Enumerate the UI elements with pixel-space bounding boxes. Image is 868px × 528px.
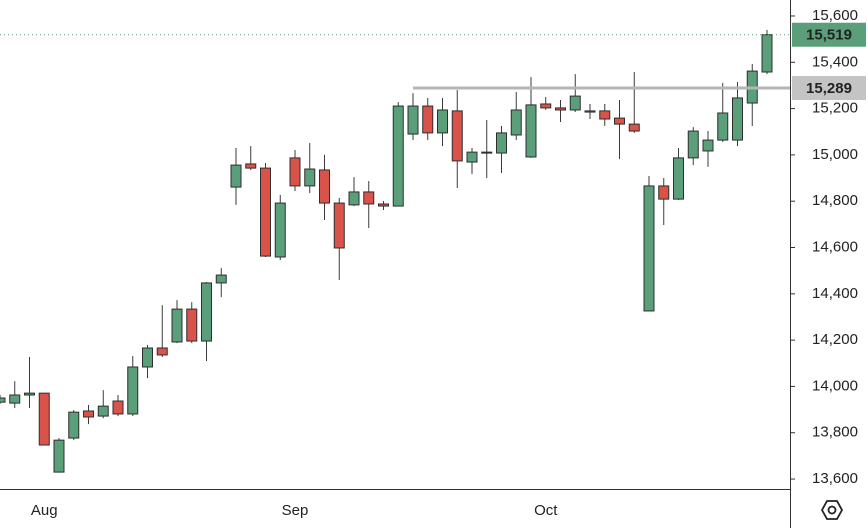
candle-body [274, 202, 286, 258]
candle-body [599, 110, 611, 120]
candle-body [451, 110, 463, 162]
candle-body [112, 400, 124, 415]
candle-body [53, 439, 65, 473]
candle-body [319, 169, 330, 204]
y-tick-label: 13,600 [812, 470, 858, 487]
candle-body [555, 107, 566, 111]
candle-body [230, 164, 242, 188]
y-tick-label: 14,200 [812, 331, 858, 348]
y-tick-label: 13,800 [812, 424, 858, 441]
candle-body [496, 132, 507, 154]
candle-body [24, 392, 35, 396]
candle-body [127, 366, 139, 415]
candle-body [392, 105, 404, 207]
candle-body [97, 405, 109, 417]
candle-body [245, 163, 257, 169]
candle-body [466, 151, 478, 163]
candle-body [481, 151, 493, 154]
y-tick-label: 15,400 [812, 53, 858, 70]
candle-body [407, 105, 419, 135]
candle-body [156, 347, 168, 356]
x-tick-label: Oct [534, 502, 558, 519]
candle-body [540, 103, 552, 109]
candle-body [260, 167, 271, 257]
candle-body [38, 392, 50, 446]
candle-body [142, 347, 153, 368]
candle-body [510, 109, 522, 136]
candle-body [304, 168, 316, 187]
y-tick-label: 15,200 [812, 100, 858, 117]
candle-body [569, 95, 581, 111]
candle-body [378, 203, 389, 207]
settings-circle [827, 505, 837, 515]
candle-body [201, 282, 212, 342]
candle-body [643, 185, 655, 312]
candle-body [673, 157, 684, 200]
candle-body [422, 105, 434, 134]
level-label: 15,289 [806, 80, 852, 97]
candle-body [333, 202, 345, 249]
candle-body [0, 397, 6, 403]
candle-body [68, 411, 80, 439]
candle-body [215, 274, 227, 284]
y-tick-label: 14,000 [812, 377, 858, 394]
candle-body [584, 110, 596, 113]
candle-body [363, 191, 375, 205]
candle-body [732, 97, 743, 141]
candle-body [761, 34, 773, 73]
y-tick-label: 15,600 [812, 7, 858, 24]
candle-body [186, 308, 198, 342]
last-price-tag [792, 22, 866, 47]
y-tick-label: 14,400 [812, 285, 858, 302]
candle-body [83, 410, 94, 418]
candle-body [289, 157, 301, 187]
candle-body [525, 104, 537, 158]
candle-body [717, 112, 729, 141]
candle-body [658, 185, 670, 200]
candle-body [348, 191, 360, 206]
candle-body [628, 123, 640, 132]
settings-icon[interactable] [820, 500, 844, 520]
last-price-label: 15,519 [806, 27, 852, 44]
y-tick-label: 15,000 [812, 146, 858, 163]
y-tick-label: 14,800 [812, 192, 858, 209]
level-tag [792, 75, 866, 100]
candle-body [702, 139, 714, 152]
y-tick-label: 14,600 [812, 238, 858, 255]
candle-body [171, 308, 183, 343]
candle-body [9, 394, 21, 404]
x-tick-label: Aug [31, 502, 58, 519]
candle-body [437, 109, 448, 134]
candle-body [614, 117, 625, 125]
x-tick-label: Sep [282, 502, 309, 519]
candle-body [687, 130, 699, 159]
settings-hexagon [820, 500, 844, 520]
